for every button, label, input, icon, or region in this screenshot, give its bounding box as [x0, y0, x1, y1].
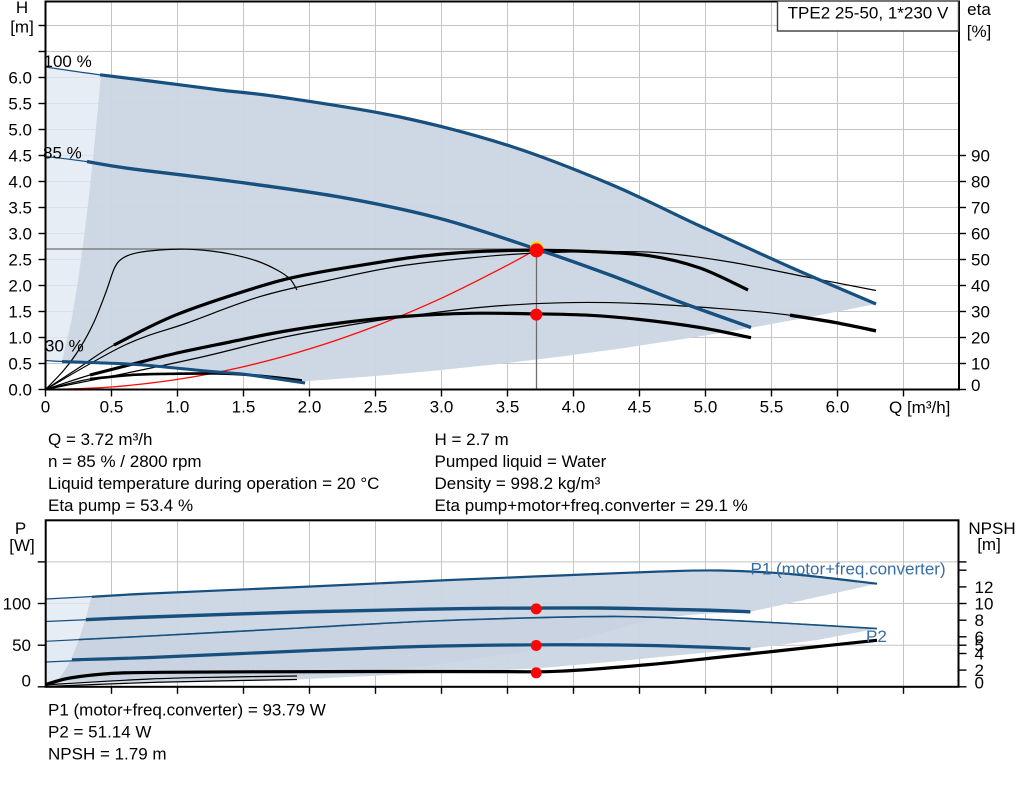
svg-text:4.5: 4.5: [8, 147, 32, 166]
svg-text:1.5: 1.5: [232, 398, 256, 417]
svg-text:6.0: 6.0: [8, 69, 32, 88]
svg-text:3.0: 3.0: [430, 398, 454, 417]
svg-text:n = 85 % / 2800 rpm: n = 85 % / 2800 rpm: [48, 452, 202, 471]
svg-text:4.0: 4.0: [562, 398, 586, 417]
svg-text:40: 40: [971, 277, 990, 296]
svg-text:[m]: [m]: [10, 18, 34, 37]
svg-text:1.0: 1.0: [166, 398, 190, 417]
svg-text:3.5: 3.5: [8, 199, 32, 218]
svg-text:5.0: 5.0: [8, 121, 32, 140]
svg-text:30: 30: [971, 303, 990, 322]
svg-text:Eta pump+motor+freq.converter: Eta pump+motor+freq.converter = 29.1 %: [435, 496, 748, 515]
svg-text:5.0: 5.0: [694, 398, 718, 417]
svg-text:eta: eta: [967, 0, 991, 19]
svg-text:[W]: [W]: [9, 536, 35, 555]
svg-text:20: 20: [971, 329, 990, 348]
svg-text:3.5: 3.5: [496, 398, 520, 417]
svg-text:10: 10: [975, 595, 994, 614]
svg-text:1.0: 1.0: [8, 329, 32, 348]
svg-text:2: 2: [975, 661, 984, 680]
svg-text:2.0: 2.0: [298, 398, 322, 417]
svg-text:[m]: [m]: [977, 535, 1001, 554]
svg-text:0: 0: [971, 376, 980, 395]
svg-text:NPSH: NPSH: [968, 519, 1015, 538]
svg-text:60: 60: [971, 225, 990, 244]
svg-text:2.0: 2.0: [8, 277, 32, 296]
svg-text:12: 12: [975, 578, 994, 597]
svg-text:90: 90: [971, 147, 990, 166]
svg-text:4.5: 4.5: [628, 398, 652, 417]
svg-text:2.5: 2.5: [364, 398, 388, 417]
svg-text:30 %: 30 %: [45, 337, 84, 356]
svg-text:100 %: 100 %: [44, 52, 92, 71]
svg-text:P: P: [15, 519, 26, 538]
svg-text:5.5: 5.5: [8, 95, 32, 114]
svg-text:Liquid temperature during oper: Liquid temperature during operation = 20…: [48, 474, 379, 493]
svg-text:70: 70: [971, 199, 990, 218]
svg-text:2.5: 2.5: [8, 251, 32, 270]
svg-text:Q = 3.72 m³/h: Q = 3.72 m³/h: [48, 430, 152, 449]
svg-text:5: 5: [975, 636, 984, 655]
svg-text:4: 4: [975, 645, 984, 664]
svg-text:1.5: 1.5: [8, 303, 32, 322]
svg-text:0: 0: [975, 673, 984, 692]
svg-text:50: 50: [971, 251, 990, 270]
svg-text:0.5: 0.5: [8, 355, 32, 374]
svg-text:H: H: [16, 0, 28, 17]
svg-text:10: 10: [971, 355, 990, 374]
svg-text:H = 2.7 m: H = 2.7 m: [435, 430, 509, 449]
svg-text:5.5: 5.5: [760, 398, 784, 417]
svg-text:100: 100: [3, 595, 31, 614]
svg-text:8: 8: [975, 611, 984, 630]
svg-text:4.0: 4.0: [8, 173, 32, 192]
svg-text:Eta pump = 53.4 %: Eta pump = 53.4 %: [48, 496, 193, 515]
svg-text:Pumped liquid = Water: Pumped liquid = Water: [435, 452, 607, 471]
svg-text:P1 (motor+freq.converter) = 93: P1 (motor+freq.converter) = 93.79 W: [48, 700, 326, 719]
svg-text:Density = 998.2 kg/m³: Density = 998.2 kg/m³: [435, 474, 601, 493]
svg-text:TPE2 25-50, 1*230 V: TPE2 25-50, 1*230 V: [788, 4, 949, 23]
svg-text:50: 50: [12, 636, 31, 655]
svg-text:P2 = 51.14 W: P2 = 51.14 W: [48, 722, 151, 741]
svg-text:0: 0: [22, 671, 31, 690]
svg-text:NPSH = 1.79 m: NPSH = 1.79 m: [48, 744, 167, 763]
svg-text:0.0: 0.0: [8, 381, 32, 400]
svg-text:0: 0: [41, 398, 50, 417]
svg-text:6.0: 6.0: [826, 398, 850, 417]
svg-text:0.5: 0.5: [100, 398, 124, 417]
svg-text:P1 (motor+freq.converter): P1 (motor+freq.converter): [751, 560, 946, 579]
svg-text:80: 80: [971, 173, 990, 192]
svg-text:P2: P2: [866, 627, 887, 646]
svg-text:3.0: 3.0: [8, 225, 32, 244]
svg-text:85 %: 85 %: [43, 144, 82, 163]
svg-text:6: 6: [975, 628, 984, 647]
svg-text:[%]: [%]: [967, 22, 992, 41]
svg-text:Q [m³/h]: Q [m³/h]: [889, 398, 950, 417]
